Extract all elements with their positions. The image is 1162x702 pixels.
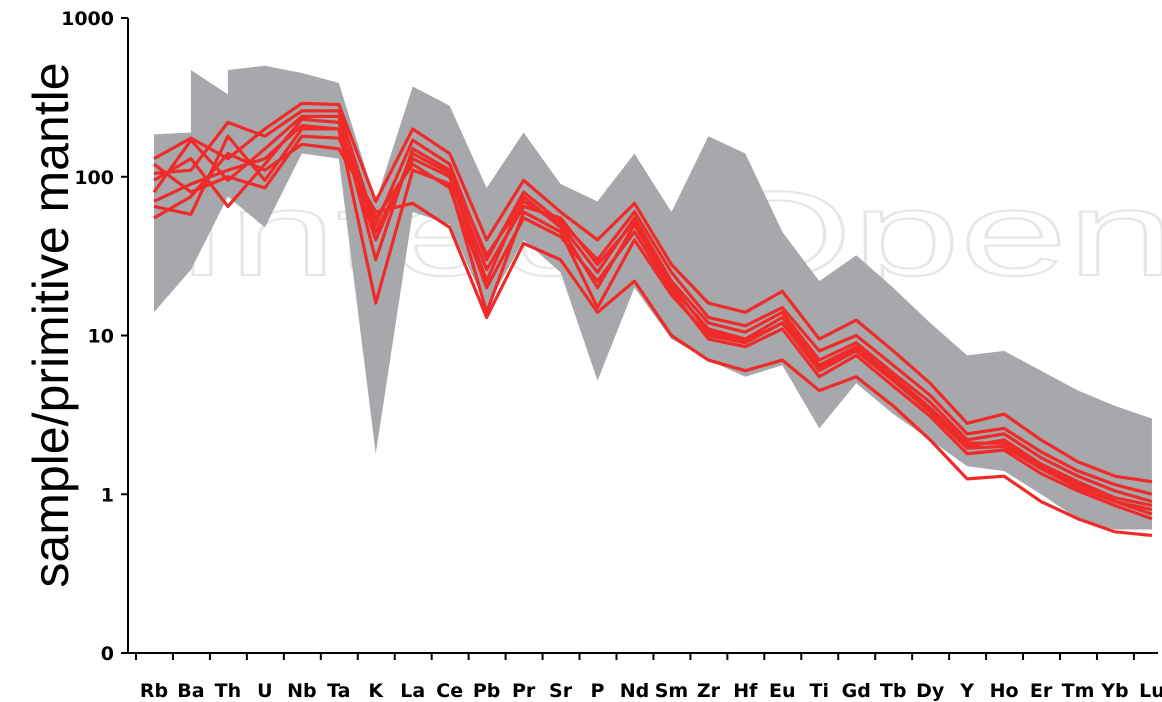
x-tick-label: Lu [1139, 680, 1162, 702]
x-tick-label: Ti [810, 680, 829, 702]
x-tick-label: P [591, 680, 605, 702]
x-tick-label: La [400, 680, 425, 702]
x-tick-label: Er [1030, 680, 1053, 702]
x-tick-label: Sm [655, 680, 688, 702]
x-tick-label: K [368, 680, 384, 702]
x-tick-label: Yb [1100, 680, 1128, 702]
x-tick-label: Ta [327, 680, 350, 702]
y-tick-label: 10 [88, 326, 114, 348]
x-tick-label: Th [215, 680, 242, 702]
series-line-2 [153, 109, 1153, 496]
y-tick-label: 100 [74, 167, 114, 189]
series-line-7 [153, 134, 1153, 521]
series-line-8 [153, 123, 1153, 512]
series-line-6 [153, 142, 1153, 538]
x-tick-label: Ce [436, 680, 463, 702]
x-tick-label: Pb [473, 680, 501, 702]
x-tick-label: Nd [620, 680, 650, 702]
axes [121, 17, 1158, 660]
x-tick-label: Tm [1062, 680, 1095, 702]
x-tick-label: Dy [916, 680, 945, 702]
x-tick-label: Zr [697, 680, 721, 702]
y-tick-label: 1000 [61, 8, 114, 30]
series-lines [152, 101, 1153, 538]
y-tick-label: 0 [101, 643, 114, 665]
x-tick-label: U [257, 680, 272, 702]
x-tick-label: Hf [733, 680, 758, 702]
x-tick-labels: Rb Ba Th U Nb Ta K La Ce Pb Pr Sr P Nd Sm Zr Hf Eu Ti Gd Tb D… [140, 680, 1162, 702]
series-line-1 [153, 101, 1153, 484]
x-tick-label: Gd [842, 680, 871, 702]
x-tick-label: Eu [769, 680, 796, 702]
x-tick-label: Sr [549, 680, 573, 702]
x-tick-label: Y [959, 680, 974, 702]
y-tick-label: 1 [101, 484, 114, 506]
x-tick-label: Pr [512, 680, 536, 702]
y-axis-label: sample/primitive mantle [23, 62, 79, 587]
series-line-3 [152, 114, 1153, 504]
x-tick-label: Tb [880, 680, 907, 702]
x-tick-label: Rb [140, 680, 168, 702]
x-tick-label: Nb [287, 680, 317, 702]
x-tick-label: Ho [990, 680, 1019, 702]
x-tick-label: Ba [177, 680, 204, 702]
